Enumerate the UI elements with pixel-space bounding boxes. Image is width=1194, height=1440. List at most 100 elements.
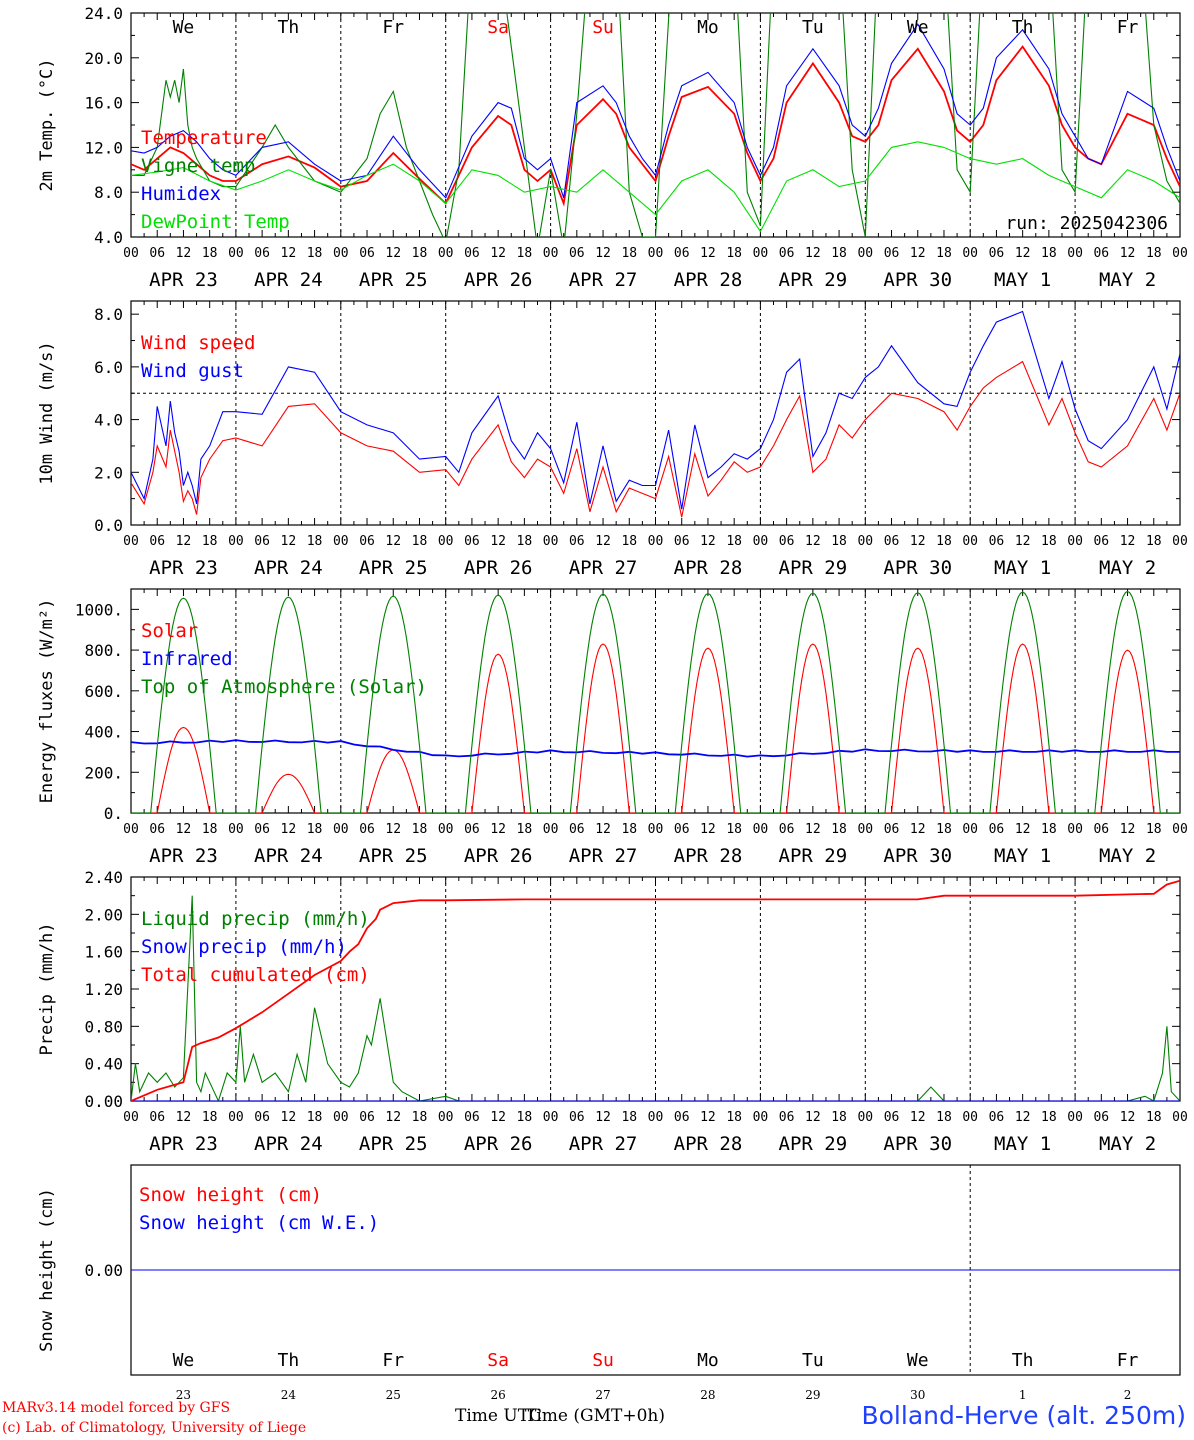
series-line-liquid-precip-mm-h- bbox=[131, 895, 1180, 1101]
x-hour-label: 00 bbox=[438, 534, 454, 549]
x-hour-label: 18 bbox=[1146, 1110, 1162, 1125]
x-hour-label: 12 bbox=[910, 1110, 926, 1125]
x-date-label: APR 30 bbox=[883, 845, 952, 867]
bottom-date-label: 27 bbox=[595, 1388, 610, 1402]
x-hour-label: 12 bbox=[1120, 534, 1136, 549]
x-hour-label: 00 bbox=[857, 1110, 873, 1125]
x-hour-label: 06 bbox=[884, 246, 900, 261]
x-hour-label: 00 bbox=[648, 1110, 664, 1125]
day-name: Su bbox=[592, 17, 614, 38]
legend-entry: Snow height (cm) bbox=[139, 1184, 322, 1206]
x-hour-label: 06 bbox=[884, 1110, 900, 1125]
x-date-label: MAY 2 bbox=[1099, 269, 1156, 291]
x-date-label: APR 25 bbox=[359, 269, 428, 291]
x-hour-label: 18 bbox=[202, 534, 218, 549]
x-hour-label: 00 bbox=[543, 246, 559, 261]
day-name: Fr bbox=[382, 1350, 404, 1371]
x-date-label: APR 25 bbox=[359, 845, 428, 867]
x-hour-label: 12 bbox=[176, 246, 192, 261]
y-tick-label: 1.60 bbox=[84, 943, 123, 962]
x-hour-label: 18 bbox=[621, 246, 637, 261]
x-hour-label: 12 bbox=[595, 822, 611, 837]
y-tick-label: 4.0 bbox=[94, 411, 123, 430]
legend-entry: Snow precip (mm/h) bbox=[141, 936, 347, 958]
day-name: Tu bbox=[802, 17, 824, 38]
x-hour-label: 00 bbox=[1172, 1110, 1188, 1125]
x-hour-label: 00 bbox=[857, 822, 873, 837]
x-hour-label: 06 bbox=[464, 822, 480, 837]
x-hour-label: 06 bbox=[884, 822, 900, 837]
x-date-label: APR 27 bbox=[569, 269, 638, 291]
x-hour-label: 06 bbox=[569, 822, 585, 837]
x-hour-label: 00 bbox=[333, 534, 349, 549]
x-hour-label: 12 bbox=[595, 1110, 611, 1125]
x-date-label: APR 25 bbox=[359, 1133, 428, 1155]
x-hour-label: 18 bbox=[1041, 246, 1057, 261]
x-hour-label: 06 bbox=[779, 1110, 795, 1125]
x-hour-label: 18 bbox=[726, 1110, 742, 1125]
legend-entry: Infrared bbox=[141, 648, 233, 670]
x-hour-label: 00 bbox=[753, 1110, 769, 1125]
x-date-label: APR 27 bbox=[569, 1133, 638, 1155]
x-hour-label: 00 bbox=[857, 534, 873, 549]
bottom-date-label: 26 bbox=[491, 1388, 506, 1402]
x-hour-label: 18 bbox=[412, 822, 428, 837]
x-date-label: MAY 1 bbox=[994, 557, 1051, 579]
y-tick-label: 16.0 bbox=[84, 94, 123, 113]
y-tick-label: 0.00 bbox=[84, 1261, 123, 1280]
x-hour-label: 12 bbox=[490, 534, 506, 549]
x-hour-label: 00 bbox=[648, 822, 664, 837]
x-hour-label: 18 bbox=[202, 822, 218, 837]
x-hour-label: 06 bbox=[254, 1110, 270, 1125]
x-hour-label: 12 bbox=[490, 822, 506, 837]
x-date-label: APR 24 bbox=[254, 269, 323, 291]
x-hour-label: 06 bbox=[1093, 822, 1109, 837]
day-name: Mo bbox=[697, 1350, 719, 1371]
x-date-label: APR 30 bbox=[883, 1133, 952, 1155]
x-hour-label: 12 bbox=[805, 822, 821, 837]
x-hour-label: 06 bbox=[674, 246, 690, 261]
x-hour-label: 06 bbox=[674, 534, 690, 549]
x-hour-label: 12 bbox=[910, 246, 926, 261]
x-hour-label: 18 bbox=[831, 1110, 847, 1125]
x-hour-label: 12 bbox=[1015, 534, 1031, 549]
panel-frame bbox=[130, 300, 1181, 526]
day-name: Fr bbox=[1117, 17, 1139, 38]
x-hour-label: 00 bbox=[438, 1110, 454, 1125]
x-hour-label: 18 bbox=[307, 534, 323, 549]
x-hour-label: 06 bbox=[254, 822, 270, 837]
x-hour-label: 00 bbox=[228, 822, 244, 837]
legend-entry: Vigne temp bbox=[141, 155, 255, 177]
x-hour-label: 00 bbox=[123, 534, 139, 549]
y-tick-label: 24.0 bbox=[84, 4, 123, 23]
x-hour-label: 06 bbox=[254, 246, 270, 261]
x-hour-label: 12 bbox=[1015, 1110, 1031, 1125]
x-hour-label: 12 bbox=[385, 1110, 401, 1125]
y-tick-label: 4.0 bbox=[94, 228, 123, 247]
x-hour-label: 18 bbox=[1041, 534, 1057, 549]
x-hour-label: 18 bbox=[621, 822, 637, 837]
x-hour-label: 06 bbox=[674, 1110, 690, 1125]
x-hour-label: 00 bbox=[648, 534, 664, 549]
x-date-label: MAY 1 bbox=[994, 845, 1051, 867]
x-date-label: APR 24 bbox=[254, 845, 323, 867]
series-line-infrared bbox=[131, 739, 1180, 758]
x-hour-label: 18 bbox=[621, 534, 637, 549]
x-hour-label: 00 bbox=[543, 534, 559, 549]
x-hour-label: 06 bbox=[569, 534, 585, 549]
x-date-label: APR 23 bbox=[149, 1133, 218, 1155]
x-hour-label: 06 bbox=[1093, 246, 1109, 261]
y-tick-label: 0.00 bbox=[84, 1092, 123, 1111]
x-hour-label: 00 bbox=[228, 246, 244, 261]
x-hour-label: 12 bbox=[281, 822, 297, 837]
x-hour-label: 18 bbox=[202, 1110, 218, 1125]
x-date-label: MAY 2 bbox=[1099, 1133, 1156, 1155]
x-hour-label: 12 bbox=[281, 246, 297, 261]
day-name: We bbox=[173, 1350, 195, 1371]
x-hour-label: 06 bbox=[989, 822, 1005, 837]
x-hour-label: 06 bbox=[359, 246, 375, 261]
x-hour-label: 00 bbox=[543, 1110, 559, 1125]
y-tick-label: 400. bbox=[84, 723, 123, 742]
x-hour-label: 12 bbox=[910, 534, 926, 549]
x-hour-label: 12 bbox=[1120, 246, 1136, 261]
